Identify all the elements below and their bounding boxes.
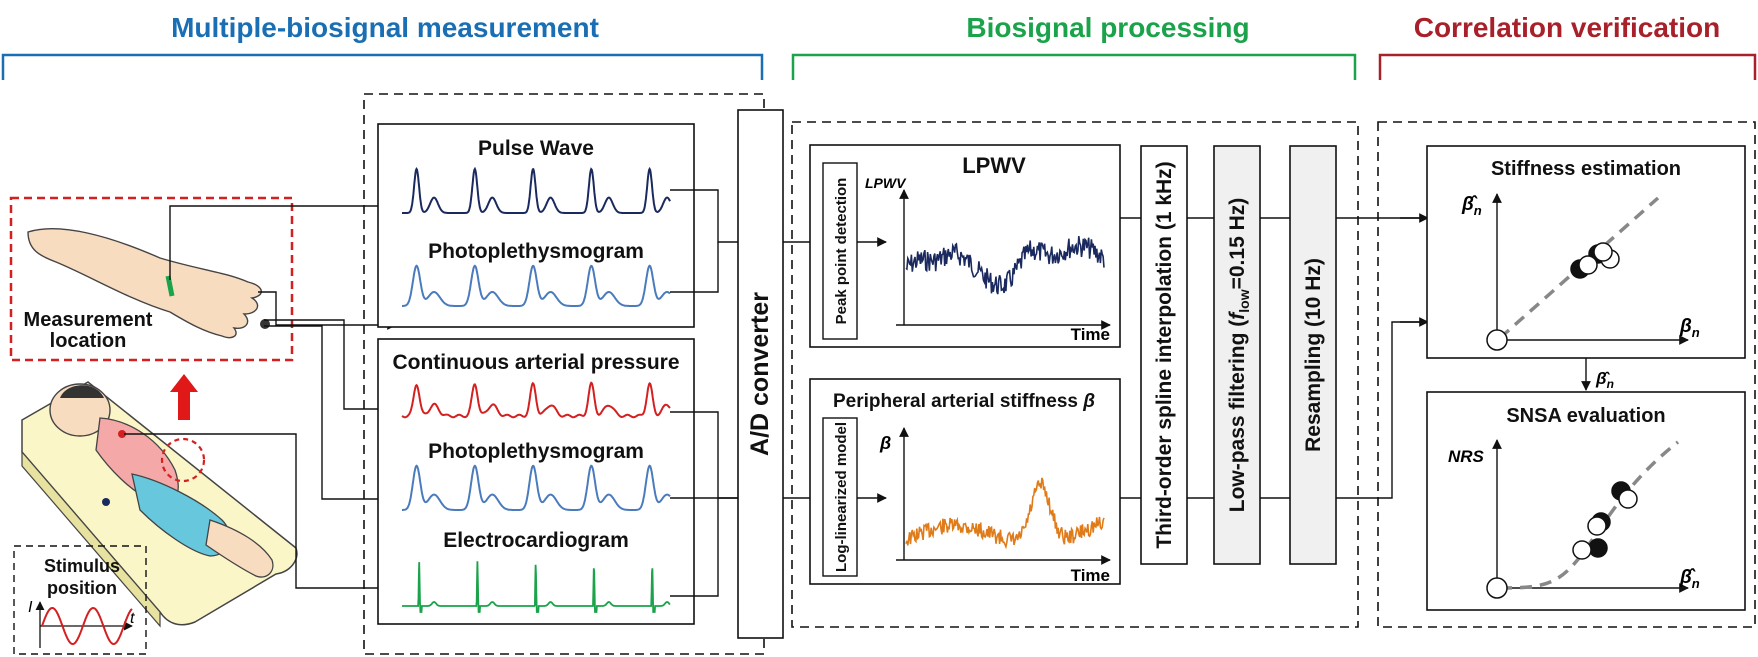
- stiffness-x-label: βn: [1679, 316, 1700, 340]
- pulse-wave-trace: [402, 166, 671, 214]
- log-linearized-box: [822, 417, 858, 577]
- sensor-wires: [124, 201, 397, 593]
- lowpass-label: Low-pass filtering (flow=0.15 Hz): [1226, 198, 1252, 513]
- stimulus-axis-t-label: t: [130, 610, 135, 627]
- resampling-bar: [1289, 145, 1337, 565]
- red-up-arrow-icon: [170, 374, 198, 420]
- arm-illustration: [27, 228, 270, 339]
- arterial-pressure-trace: [401, 381, 671, 419]
- interpolation-label: Third-order spline interpolation (1 kHz): [1153, 161, 1176, 548]
- stimulus-position-label-2: position: [47, 578, 117, 598]
- snsa-title: SNSA evaluation: [1506, 405, 1665, 427]
- photoplethysmogram-title-2: Photoplethysmogram: [428, 440, 644, 463]
- verification-region: [1377, 121, 1756, 628]
- snsa-y-label: NRS: [1448, 447, 1485, 466]
- stiffness-y-label: β̂n: [1461, 194, 1482, 218]
- stiffness-title: Stiffness estimation: [1491, 158, 1681, 180]
- electrocardiogram-title: Electrocardiogram: [443, 529, 629, 552]
- snsa-panel: [1426, 391, 1746, 611]
- signal-to-converter-wires: [670, 189, 738, 597]
- stimulus-position-box: [13, 545, 147, 655]
- measurement-location-label-2: location: [50, 330, 127, 352]
- section-title-measurement: Multiple-biosignal measurement: [171, 12, 599, 43]
- measurement-location-label-1: Measurement: [24, 309, 153, 331]
- processing-region: [791, 121, 1359, 628]
- section-title-processing: Biosignal processing: [966, 12, 1249, 43]
- interpolation-bar: [1140, 145, 1188, 565]
- beta-y-label: β: [879, 433, 891, 453]
- lpwv-title: LPWV: [962, 153, 1026, 178]
- peak-detection-box: [822, 162, 858, 340]
- beta-trace: [905, 477, 1105, 550]
- lowpass-bar: [1213, 145, 1261, 565]
- arrow-beta-label: β̂n: [1595, 369, 1614, 391]
- beta-panel: [809, 378, 1121, 585]
- photoplethysmogram-trace-1: [402, 264, 671, 307]
- ad-converter-label: A/D converter: [746, 292, 774, 456]
- stiffness-scatter-points: [1486, 242, 1620, 351]
- resampling-label: Resampling (10 Hz): [1302, 258, 1325, 452]
- section-title-verification: Correlation verification: [1414, 12, 1721, 43]
- lpwv-trace: [905, 235, 1105, 295]
- ad-converter-box: [737, 109, 784, 639]
- bracket-measurement: [1, 53, 764, 80]
- snsa-scatter-points: [1486, 481, 1638, 599]
- photoplethysmogram-title-1: Photoplethysmogram: [428, 240, 644, 263]
- stimulus-position-label-1: Stimulus: [44, 556, 120, 576]
- photoplethysmogram-trace-2: [402, 464, 671, 511]
- pulse-wave-title: Pulse Wave: [478, 137, 594, 160]
- stimulus-sine-wave: [41, 606, 133, 646]
- bracket-processing: [791, 53, 1357, 80]
- log-linearized-label: Log-linearized model: [833, 422, 850, 572]
- stimulus-axis-i-label: I: [28, 599, 33, 616]
- stiffness-panel: [1426, 145, 1746, 359]
- snsa-x-label: β̂n: [1679, 567, 1700, 591]
- beta-panel-title: Peripheral arterial stiffness β: [833, 391, 1095, 412]
- arterial-pressure-title: Continuous arterial pressure: [392, 351, 679, 374]
- bracket-verification: [1378, 53, 1757, 80]
- lpwv-y-label: LPWV: [865, 175, 907, 191]
- peak-detection-label: Peak point detection: [833, 178, 850, 325]
- beta-x-label: Time: [1071, 566, 1110, 585]
- lpwv-x-label: Time: [1071, 325, 1110, 344]
- patient-on-bed-illustration: [21, 381, 298, 628]
- electrocardiogram-trace: [402, 561, 671, 613]
